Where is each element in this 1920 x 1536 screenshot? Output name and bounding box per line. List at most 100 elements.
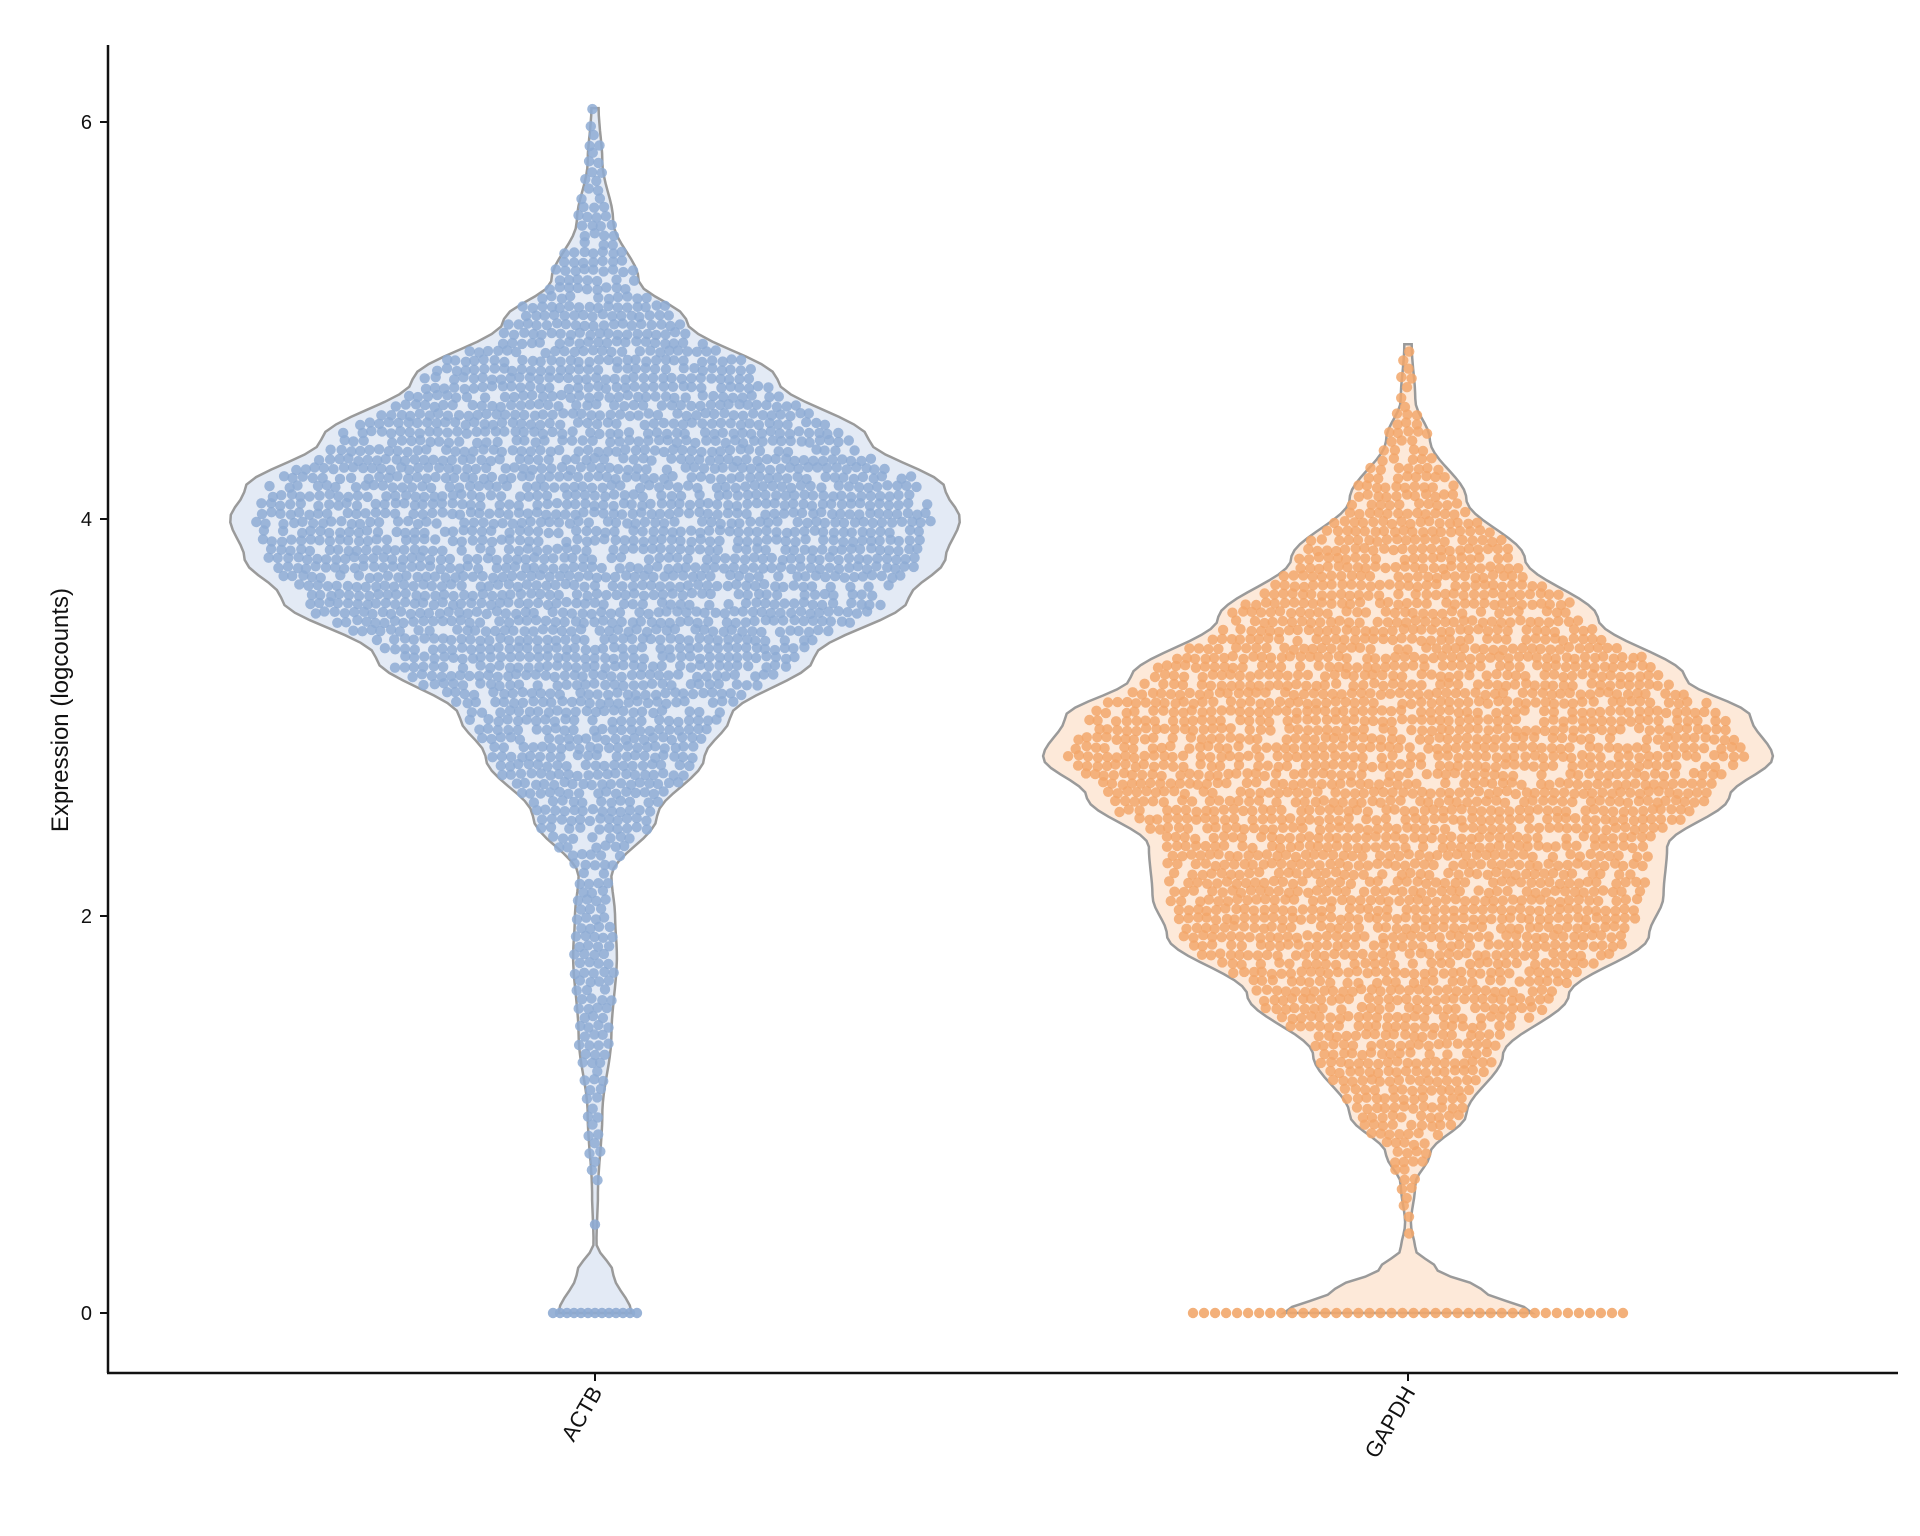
data-point: [361, 544, 372, 556]
data-point: [648, 589, 659, 601]
data-point: [459, 446, 470, 457]
data-point: [331, 554, 342, 565]
data-point: [343, 589, 355, 601]
data-point: [484, 644, 496, 655]
data-point: [1279, 580, 1290, 591]
data-point: [871, 561, 882, 572]
data-point: [554, 734, 565, 745]
data-point: [1062, 751, 1074, 762]
data-point: [1607, 886, 1619, 898]
data-point: [1329, 948, 1340, 960]
data-point: [586, 167, 598, 178]
data-point: [625, 779, 637, 790]
data-point: [1326, 643, 1337, 654]
data-point: [1409, 968, 1420, 980]
data-point: [1546, 743, 1558, 754]
data-point: [1561, 968, 1573, 980]
data-point: [604, 625, 615, 637]
data-point: [723, 499, 734, 511]
data-point: [561, 536, 572, 548]
data-point: [1697, 769, 1708, 781]
data-point: [1327, 1074, 1339, 1086]
data-point: [1463, 1084, 1475, 1096]
data-point: [612, 329, 623, 340]
data-point: [771, 534, 782, 545]
data-point: [465, 507, 477, 518]
data-point: [655, 581, 666, 592]
data-point: [1561, 823, 1573, 834]
data-point: [1536, 984, 1548, 995]
data-point: [460, 419, 471, 431]
data-point: [656, 400, 668, 411]
data-point: [1320, 1307, 1331, 1319]
data-point: [1720, 715, 1731, 727]
data-point: [476, 597, 487, 609]
data-point: [481, 437, 492, 448]
data-point: [828, 545, 839, 556]
data-point: [467, 525, 478, 536]
data-point: [476, 707, 488, 718]
data-point: [1645, 662, 1656, 673]
data-point: [657, 678, 668, 689]
data-point: [1590, 652, 1601, 664]
data-point: [1492, 724, 1504, 735]
data-point: [1620, 779, 1632, 790]
data-point: [1202, 823, 1213, 834]
data-point: [1399, 1020, 1411, 1032]
data-point: [339, 608, 350, 619]
data-point: [1437, 1029, 1449, 1040]
data-point: [569, 968, 581, 980]
data-point: [819, 517, 831, 529]
data-point: [559, 776, 570, 788]
data-point: [741, 454, 752, 465]
data-point: [539, 553, 550, 565]
data-point: [1268, 875, 1280, 887]
data-point: [653, 607, 664, 618]
data-point: [1240, 599, 1251, 610]
data-point: [744, 572, 755, 583]
data-point: [1336, 1004, 1347, 1015]
data-point: [1488, 742, 1500, 753]
data-point: [362, 491, 373, 503]
data-point: [611, 274, 622, 285]
data-point: [1466, 858, 1477, 869]
data-point: [284, 482, 295, 493]
data-point: [1540, 958, 1551, 969]
data-point: [864, 599, 875, 611]
data-point: [368, 553, 379, 564]
data-point: [344, 526, 355, 538]
data-point: [1126, 778, 1138, 789]
data-point: [503, 319, 514, 330]
data-point: [618, 598, 630, 610]
data-point: [735, 365, 746, 376]
data-point: [1313, 660, 1324, 671]
data-point: [1227, 958, 1238, 969]
data-point: [1397, 886, 1408, 897]
data-point: [831, 462, 842, 473]
data-point: [823, 606, 834, 617]
data-point: [1613, 751, 1625, 762]
data-point: [330, 562, 341, 573]
data-point: [1397, 1084, 1408, 1095]
data-point: [1510, 869, 1521, 881]
data-point: [379, 617, 390, 629]
data-point: [1709, 761, 1721, 773]
data-point: [1523, 1012, 1535, 1023]
data-point: [459, 589, 470, 601]
data-point: [1438, 813, 1449, 824]
data-point: [1248, 822, 1260, 834]
data-point: [1447, 1103, 1458, 1114]
data-point: [637, 599, 648, 610]
data-point: [520, 562, 532, 574]
data-point: [1540, 887, 1552, 898]
data-point: [1636, 651, 1647, 662]
data-point: [1260, 894, 1271, 905]
data-point: [595, 1083, 607, 1095]
data-point: [263, 552, 274, 563]
data-point: [621, 813, 633, 824]
data-point: [1419, 1138, 1430, 1149]
data-point: [1311, 698, 1322, 709]
data-point: [1244, 868, 1255, 879]
data-point: [874, 544, 886, 556]
data-point: [1542, 805, 1554, 816]
